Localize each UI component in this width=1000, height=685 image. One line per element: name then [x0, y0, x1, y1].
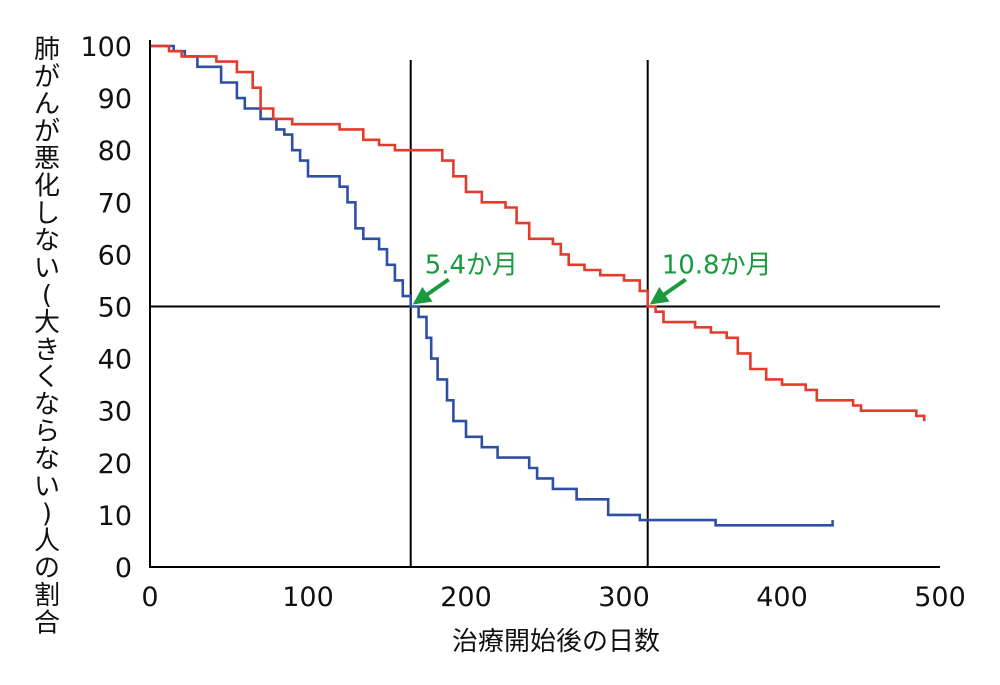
- y-tick-label: 30: [98, 397, 132, 428]
- tick-labels: 0 100 200 300 400 500 0 10 20 30 40 50 60 70 80 90 100: [80, 32, 965, 613]
- x-tick-label: 200: [440, 582, 492, 613]
- y-tick-label: 40: [98, 345, 132, 376]
- y-tick-label: 10: [98, 501, 132, 532]
- y-tick-label: 0: [115, 553, 132, 584]
- y-tick-label: 50: [98, 293, 132, 324]
- y-tick-label: 70: [98, 188, 132, 219]
- annotation-label-2: 10.8か月: [662, 251, 772, 281]
- reference-lines: [150, 60, 940, 567]
- x-tick-label: 0: [141, 582, 158, 613]
- annotation-arrow-1: [412, 277, 450, 305]
- x-tick-label: 100: [282, 582, 334, 613]
- series-1-line: [150, 44, 834, 527]
- annotations: 5.4か月 10.8か月: [412, 251, 772, 305]
- series-layer: [150, 44, 926, 527]
- annotation-arrow-2: [649, 277, 687, 305]
- axes: [149, 40, 940, 568]
- y-axis-title: 肺がんが悪化しない(大きくならない)人の割合: [34, 35, 60, 638]
- x-tick-label: 300: [598, 582, 650, 613]
- y-tick-label: 90: [98, 84, 132, 115]
- series-2-line: [150, 44, 926, 422]
- annotation-label-1: 5.4か月: [425, 251, 518, 281]
- y-axis-title-text: 肺がんが悪化しない(大きくならない)人の割合: [34, 35, 60, 638]
- y-tick-label: 80: [98, 136, 132, 167]
- x-axis-title: 治療開始後の日数: [452, 627, 660, 657]
- x-tick-label: 500: [914, 582, 966, 613]
- x-tick-label: 400: [756, 582, 808, 613]
- y-tick-label: 60: [98, 240, 132, 271]
- y-tick-label: 20: [98, 449, 132, 480]
- y-tick-label: 100: [80, 32, 132, 63]
